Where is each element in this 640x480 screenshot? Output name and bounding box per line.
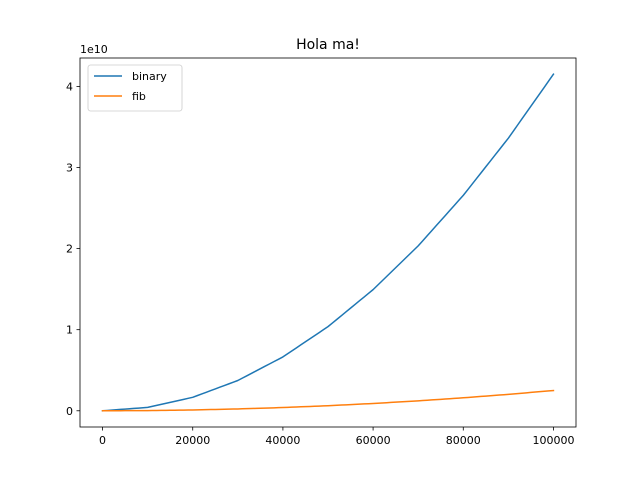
y-tick-label: 2 <box>66 243 73 256</box>
chart-title: Hola ma! <box>296 37 360 53</box>
y-tick-label: 3 <box>66 161 73 174</box>
x-tick-label: 80000 <box>446 434 481 447</box>
y-tick-label: 4 <box>66 80 73 93</box>
x-tick-label: 40000 <box>265 434 300 447</box>
series-line-binary <box>101 73 555 412</box>
series-line-fib <box>101 389 555 412</box>
x-tick-label: 20000 <box>175 434 210 447</box>
axes-frame <box>79 57 577 428</box>
plot-area <box>79 57 577 428</box>
y-offset-text: 1e10 <box>80 43 108 56</box>
x-tick-label: 100000 <box>532 434 574 447</box>
y-tick-label: 0 <box>66 405 73 418</box>
y-axis: 0 1 2 3 4 <box>66 80 80 418</box>
legend: binary fib <box>87 64 183 112</box>
x-axis: 0 20000 40000 60000 80000 100000 <box>99 427 574 447</box>
y-tick-label: 1 <box>66 324 73 337</box>
legend-label-binary: binary <box>132 70 167 83</box>
legend-label-fib: fib <box>132 90 146 103</box>
x-tick-label: 60000 <box>356 434 391 447</box>
x-tick-label: 0 <box>99 434 106 447</box>
